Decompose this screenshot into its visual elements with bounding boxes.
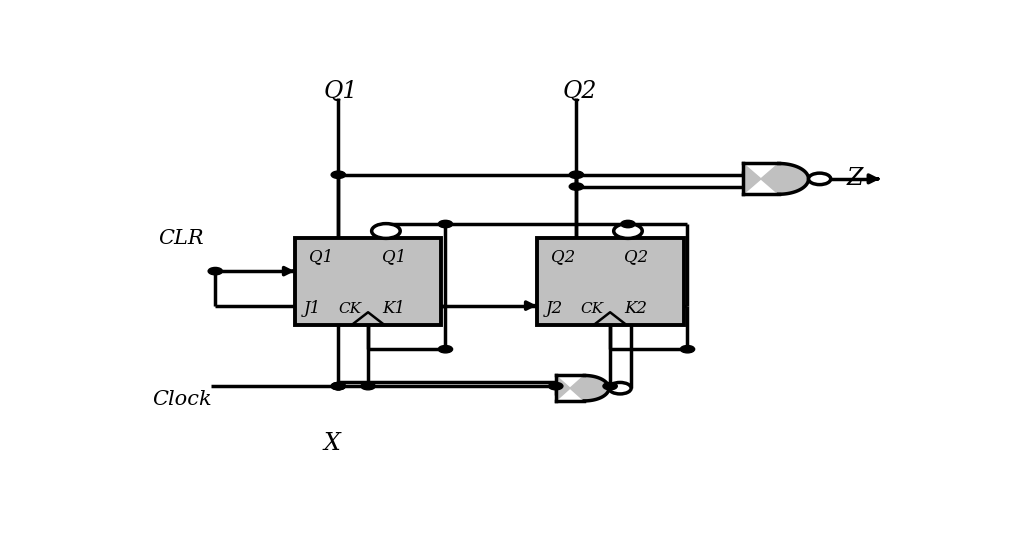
- Text: CK: CK: [580, 302, 603, 316]
- Circle shape: [809, 173, 830, 184]
- Circle shape: [609, 383, 631, 394]
- Circle shape: [549, 383, 563, 390]
- Text: Q1: Q1: [324, 79, 358, 103]
- Circle shape: [603, 383, 617, 390]
- Text: CK: CK: [338, 302, 360, 316]
- Polygon shape: [556, 375, 609, 401]
- Text: Q2: Q2: [624, 248, 648, 265]
- Text: CLR: CLR: [158, 229, 204, 248]
- FancyBboxPatch shape: [537, 238, 684, 325]
- FancyBboxPatch shape: [295, 238, 441, 325]
- Circle shape: [438, 220, 453, 228]
- Text: X: X: [324, 432, 341, 455]
- Text: Q1: Q1: [309, 248, 333, 265]
- Circle shape: [331, 383, 345, 390]
- Circle shape: [569, 183, 584, 190]
- Text: Q2: Q2: [551, 248, 575, 265]
- Polygon shape: [743, 164, 809, 194]
- Circle shape: [621, 220, 635, 228]
- Circle shape: [208, 268, 222, 275]
- Circle shape: [613, 224, 642, 238]
- Circle shape: [331, 383, 345, 390]
- Circle shape: [372, 224, 400, 238]
- Text: J2: J2: [546, 300, 563, 317]
- Text: Q2: Q2: [562, 79, 596, 103]
- Text: K1: K1: [382, 300, 404, 317]
- Text: Clock: Clock: [152, 390, 211, 409]
- Text: Q1: Q1: [382, 248, 407, 265]
- Circle shape: [331, 171, 345, 179]
- Text: K2: K2: [624, 300, 647, 317]
- Circle shape: [438, 345, 453, 353]
- Circle shape: [360, 383, 375, 390]
- Text: Z: Z: [846, 167, 862, 190]
- Text: J1: J1: [304, 300, 322, 317]
- Circle shape: [569, 171, 584, 179]
- Circle shape: [680, 345, 694, 353]
